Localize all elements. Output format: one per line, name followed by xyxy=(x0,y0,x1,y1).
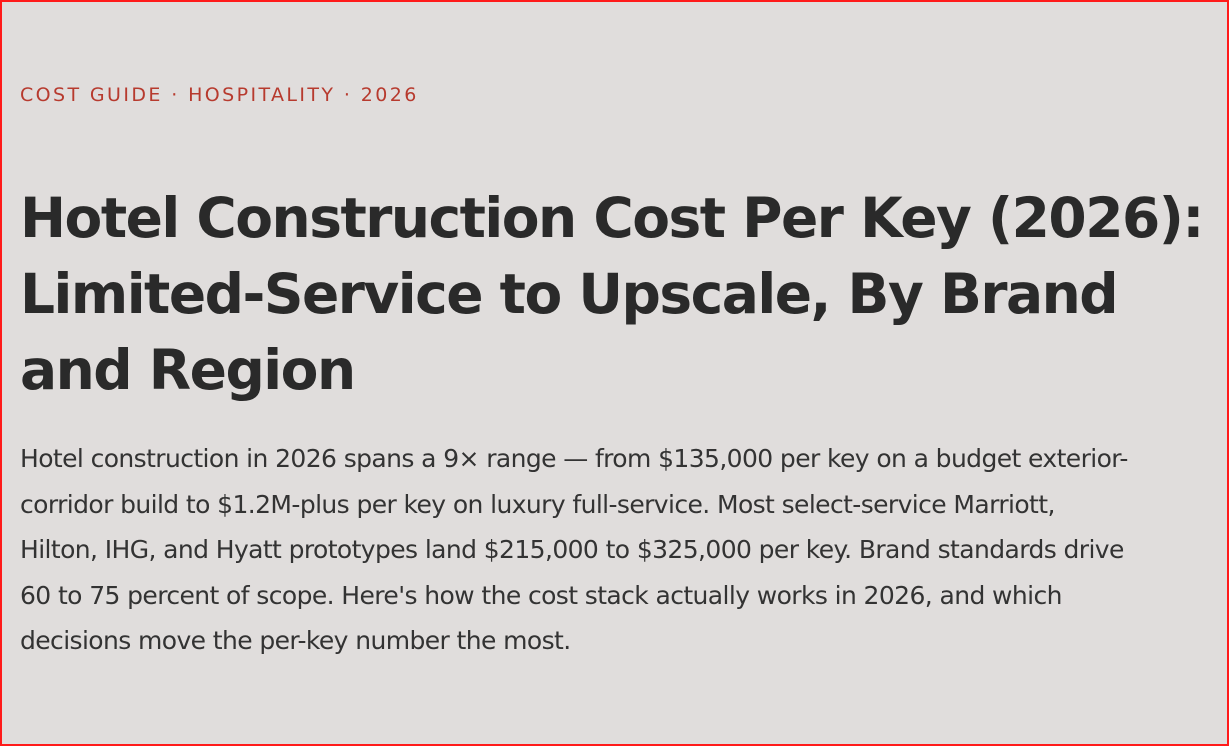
article-title: Hotel Construction Cost Per Key (2026): … xyxy=(20,186,1204,402)
category-eyebrow: COST GUIDE · HOSPITALITY · 2026 xyxy=(20,84,419,106)
article-lede: Hotel construction in 2026 spans a 9× ra… xyxy=(20,444,1128,655)
